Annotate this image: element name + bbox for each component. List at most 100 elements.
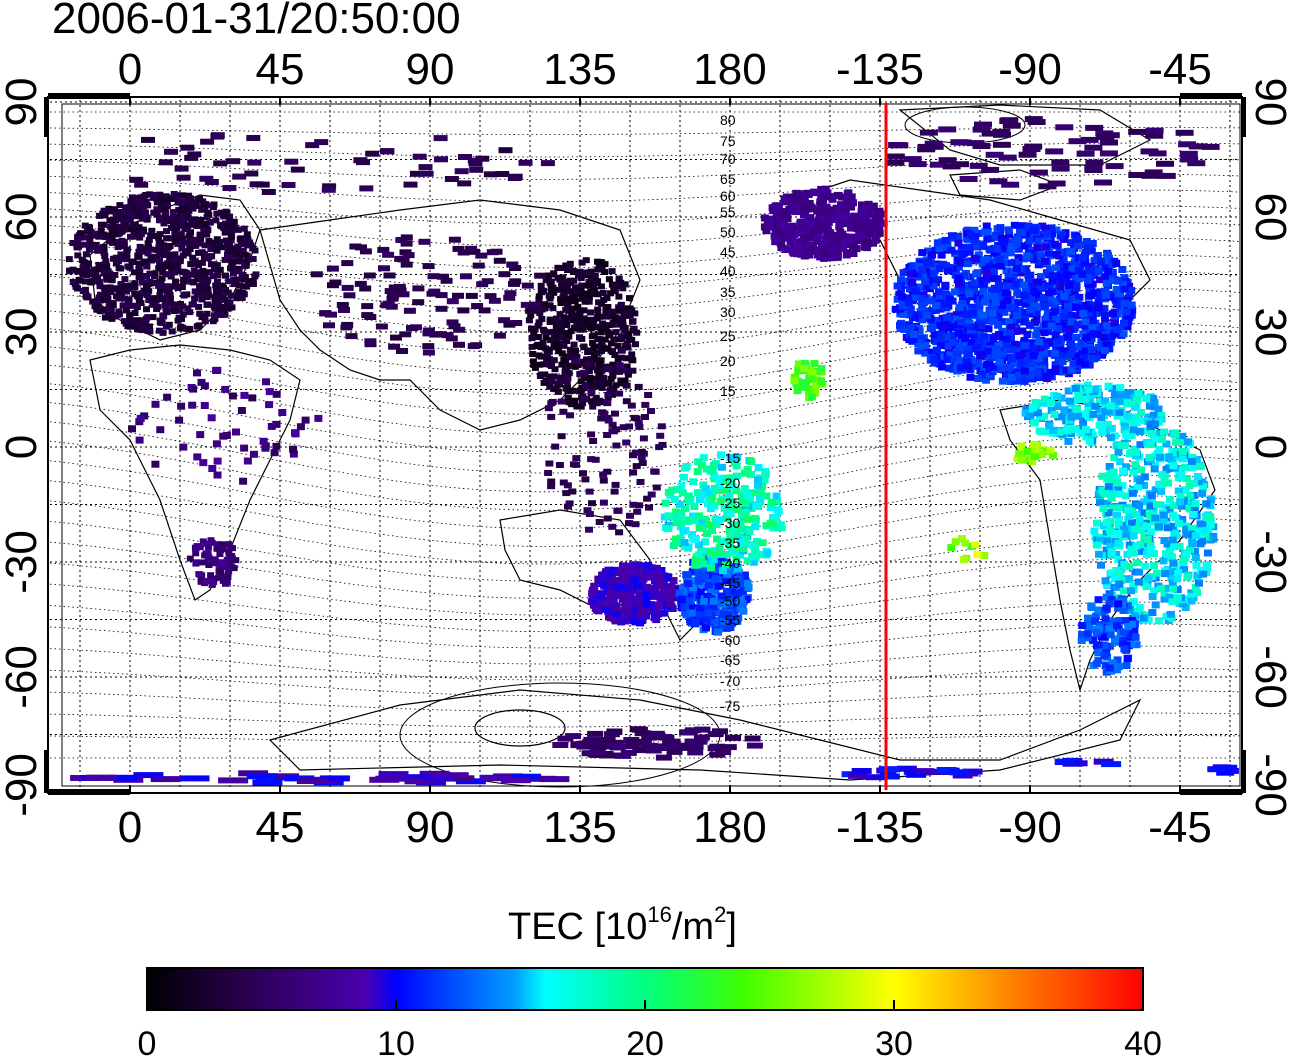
tec-cell [1140,473,1149,481]
tec-cell [942,333,951,341]
tec-cell [996,224,1005,232]
tec-cell [1183,573,1192,581]
tec-cell [1102,279,1111,287]
tec-cell [204,179,219,185]
tec-cell [1094,304,1103,312]
tec-cell [1100,333,1109,341]
tec-cell [1010,340,1019,348]
tec-cell [1116,286,1125,293]
tec-cell [127,199,135,206]
tec-cell [79,267,87,274]
tec-cell [1063,271,1072,279]
tec-cell [1091,385,1100,393]
tec-cell [634,420,643,427]
tec-cell [1041,224,1050,232]
tec-cell [617,302,625,309]
tec-cell [981,256,990,264]
tec-cell [446,298,459,305]
tec-cell [824,253,833,261]
tec-cell [1202,561,1211,568]
tec-cell [612,583,621,591]
tec-cell [816,223,825,231]
tec-cell [327,282,339,289]
tec-cell [948,332,957,339]
tec-cell [1018,229,1027,237]
tec-cell [1095,550,1103,558]
tec-cell [578,259,586,266]
tec-cell [1176,498,1185,506]
tec-cell [594,343,602,350]
tec-cell [226,253,234,259]
tec-cell [200,202,208,208]
tec-cell [1180,566,1189,574]
tec-cell [629,606,637,614]
tec-cell [550,385,558,392]
tec-cell [1054,324,1063,332]
tec-cell [572,455,581,462]
tec-cell [609,367,617,374]
tec-cell [1161,570,1170,577]
tec-cell [1177,471,1186,479]
tec-cell [1141,540,1149,548]
tec-cell [531,325,539,332]
tec-cell [1146,528,1155,536]
tec-cell [1115,580,1124,588]
tec-cell [1089,301,1098,309]
tec-cell [540,361,548,368]
tec-cell [108,277,116,284]
tec-cell [562,306,570,313]
tec-cell [1202,500,1211,508]
tec-cell [1168,568,1177,576]
tec-cell [576,334,583,341]
tec-cell [561,369,569,376]
tec-cell [1104,483,1113,491]
tec-cell [1142,583,1151,591]
tec-cell [261,442,270,450]
tec-cell [1104,251,1112,259]
tec-cell [598,571,607,579]
tec-cell [289,445,298,453]
tec-cell [580,395,589,402]
tec-cell [612,602,621,610]
tec-cell [908,279,917,286]
tec-cell [1089,410,1098,418]
tec-cell [223,556,231,563]
tec-cell [808,227,817,235]
tec-cell [981,276,990,284]
tec-cell [615,529,624,536]
tec-cell [546,302,554,309]
tec-cell [239,477,248,485]
tec-cell [1043,308,1052,316]
tec-cell [74,268,82,275]
tec-cell [1019,350,1028,357]
tec-cell [142,318,150,325]
tec-cell [946,351,955,359]
tec-cell [981,166,1000,173]
tec-cell [1104,509,1113,517]
tec-cell [1101,397,1109,405]
tec-cell [1083,381,1092,389]
tec-cell [198,259,206,266]
tec-cell [551,366,559,373]
tec-cell [359,248,372,255]
tec-cell [1033,244,1042,251]
tec-cell [207,261,215,268]
tec-cell [624,572,633,580]
tec-cell [1187,160,1206,167]
tec-cell [498,317,511,324]
coastlines [89,104,1216,781]
tec-cell [1100,551,1108,559]
tec-cell [985,314,994,322]
tec-cell [1010,360,1019,368]
tec-cell [226,213,234,220]
tec-cell [383,272,396,279]
tec-cell [140,258,148,265]
tec-cell [403,307,416,314]
tec-cell [1002,267,1011,275]
tec-cell [142,324,150,331]
tec-cell [1106,542,1115,550]
tec-cell [1052,250,1061,258]
tec-cell [1135,603,1144,611]
tec-cell [1029,288,1038,295]
tec-cell [954,256,963,264]
